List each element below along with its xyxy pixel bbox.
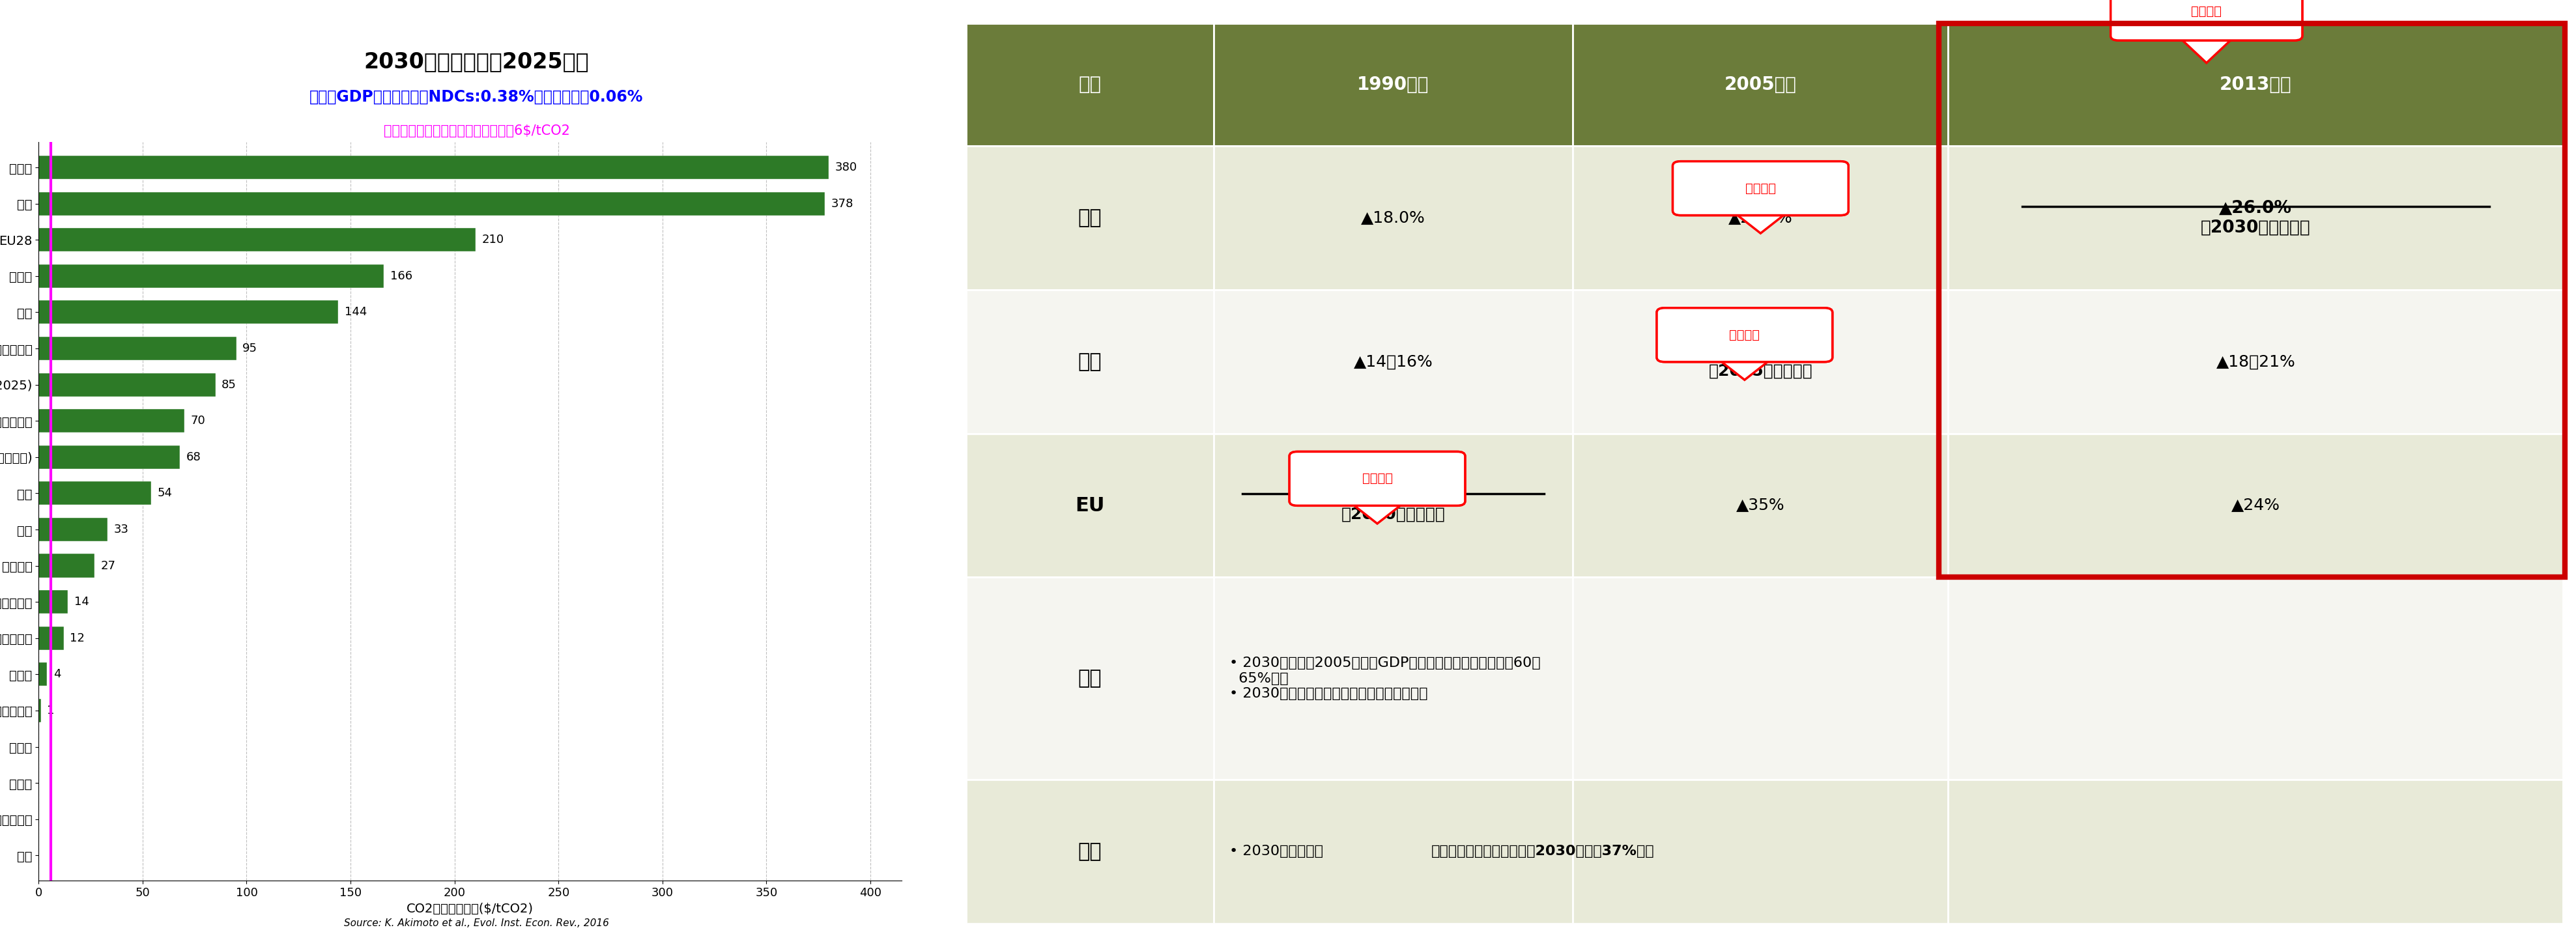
- Bar: [39, 228, 477, 252]
- Bar: [39, 300, 337, 324]
- Bar: [1574, 290, 1947, 434]
- Bar: [1213, 779, 1574, 923]
- Text: 380: 380: [835, 162, 858, 173]
- Text: 国名: 国名: [1079, 76, 1100, 94]
- Polygon shape: [1731, 211, 1790, 233]
- Bar: [39, 409, 185, 433]
- Bar: [39, 518, 108, 542]
- Text: 米国: 米国: [1077, 352, 1103, 371]
- Bar: [1574, 24, 1947, 146]
- Bar: [1947, 24, 2563, 146]
- FancyBboxPatch shape: [1672, 161, 1850, 215]
- Text: 12: 12: [70, 633, 85, 644]
- Text: 144: 144: [345, 307, 366, 318]
- FancyBboxPatch shape: [1291, 452, 1466, 506]
- Text: 27: 27: [100, 560, 116, 572]
- Text: 韓国: 韓国: [1077, 842, 1103, 861]
- Text: ▲18～21%: ▲18～21%: [2215, 354, 2295, 369]
- FancyBboxPatch shape: [2110, 0, 2303, 41]
- Text: ▲24%: ▲24%: [2231, 497, 2280, 513]
- Polygon shape: [1716, 357, 1772, 380]
- Text: ▲35%: ▲35%: [1736, 497, 1785, 513]
- X-axis label: CO2限界削減費用($/tCO2): CO2限界削減費用($/tCO2): [407, 902, 533, 915]
- Bar: [39, 663, 46, 686]
- Text: 【世界GDP比削減費用】NDCs:0.38%、最小費用：0.06%: 【世界GDP比削減費用】NDCs:0.38%、最小費用：0.06%: [309, 89, 644, 104]
- FancyBboxPatch shape: [1656, 308, 1832, 362]
- Bar: [1947, 290, 2563, 434]
- Bar: [1574, 578, 1947, 779]
- Polygon shape: [1347, 501, 1406, 524]
- Bar: [39, 264, 384, 288]
- Text: ▲40%
（2030年までに）: ▲40% （2030年までに）: [1342, 489, 1445, 523]
- Bar: [39, 626, 64, 650]
- Text: 1990年比: 1990年比: [1358, 76, 1430, 94]
- Text: 最小費用（限界削減費用均等化）：6$/tCO2: 最小費用（限界削減費用均等化）：6$/tCO2: [384, 124, 569, 137]
- Bar: [39, 554, 95, 578]
- Text: 95: 95: [242, 343, 258, 354]
- Text: 378: 378: [832, 198, 853, 209]
- Bar: [39, 192, 824, 215]
- Text: 削減目標: 削減目標: [2192, 5, 2221, 17]
- Text: ▲14～16%: ▲14～16%: [1352, 354, 1432, 369]
- Text: 68: 68: [185, 451, 201, 463]
- FancyBboxPatch shape: [1672, 161, 1850, 215]
- Text: 削減目標: 削減目標: [1747, 182, 1775, 194]
- Bar: [966, 290, 1213, 434]
- Bar: [1213, 24, 1574, 146]
- Text: 14: 14: [75, 596, 90, 608]
- Text: 1: 1: [46, 705, 54, 716]
- Text: • 2030年までに、: • 2030年までに、: [1229, 845, 1324, 858]
- Text: • 2030年までに2005年比でGDP当たりの二酸化炭素排出を60～
  65%削減
• 2030年頃に二酸化炭素排出のピークを達成: • 2030年までに2005年比でGDP当たりの二酸化炭素排出を60～ 65%削…: [1229, 657, 1540, 700]
- FancyBboxPatch shape: [1291, 452, 1466, 506]
- Bar: [39, 155, 829, 179]
- Bar: [966, 146, 1213, 290]
- Text: 85: 85: [222, 379, 237, 390]
- Text: ▲26.0%
（2030年までに）: ▲26.0% （2030年までに）: [2200, 200, 2311, 236]
- Bar: [1213, 146, 1574, 290]
- Bar: [1940, 24, 2566, 578]
- Bar: [966, 578, 1213, 779]
- Text: 日本: 日本: [1077, 208, 1103, 227]
- Text: EU: EU: [1074, 496, 1105, 515]
- Text: 166: 166: [389, 270, 412, 282]
- Bar: [1574, 146, 1947, 290]
- Text: 削減目標: 削減目標: [1363, 473, 1394, 485]
- Text: 4: 4: [54, 669, 62, 680]
- Text: ▲25.4%: ▲25.4%: [1728, 210, 1793, 225]
- Text: 33: 33: [113, 524, 129, 535]
- Bar: [1213, 578, 1574, 779]
- Bar: [1213, 434, 1574, 578]
- Bar: [39, 481, 152, 505]
- Text: ▲18.0%: ▲18.0%: [1360, 210, 1425, 225]
- Bar: [39, 445, 180, 469]
- Bar: [966, 24, 1213, 146]
- Bar: [39, 373, 216, 397]
- Bar: [1574, 779, 1947, 923]
- FancyBboxPatch shape: [1656, 308, 1832, 362]
- Bar: [39, 337, 237, 360]
- Text: 中国: 中国: [1077, 669, 1103, 688]
- Text: 対策を講じなかった場合の2030年比で37%削減: 対策を講じなかった場合の2030年比で37%削減: [1432, 845, 1654, 858]
- Bar: [1947, 146, 2563, 290]
- Bar: [1947, 578, 2563, 779]
- Bar: [39, 590, 67, 614]
- Text: 削減目標: 削減目標: [1728, 329, 1759, 341]
- Text: 2030年（米国のみ2025年）: 2030年（米国のみ2025年）: [363, 51, 590, 72]
- Text: 2005年比: 2005年比: [1723, 76, 1795, 94]
- Bar: [1574, 434, 1947, 578]
- Text: 2013年比: 2013年比: [2221, 76, 2293, 94]
- Bar: [966, 434, 1213, 578]
- Bar: [966, 779, 1213, 923]
- Text: 210: 210: [482, 234, 505, 245]
- Text: Source: K. Akimoto et al., Evol. Inst. Econ. Rev., 2016: Source: K. Akimoto et al., Evol. Inst. E…: [345, 919, 608, 928]
- FancyBboxPatch shape: [2110, 0, 2303, 41]
- Text: 54: 54: [157, 488, 173, 499]
- Bar: [1213, 290, 1574, 434]
- Polygon shape: [2177, 36, 2236, 63]
- Bar: [1947, 434, 2563, 578]
- Text: 70: 70: [191, 415, 206, 427]
- Text: ▲26～28%
（2025年までに）: ▲26～28% （2025年までに）: [1708, 345, 1814, 379]
- Bar: [1947, 779, 2563, 923]
